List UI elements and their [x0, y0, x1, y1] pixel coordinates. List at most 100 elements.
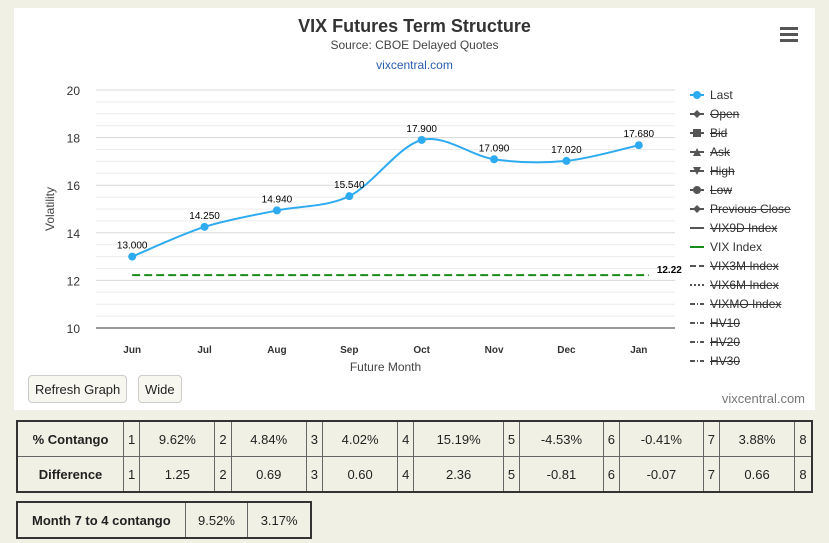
month-number: 5: [502, 456, 521, 493]
last-series-line: [131, 137, 640, 258]
data-label: 17.020: [551, 145, 582, 156]
x-tick-label: Jun: [123, 345, 141, 356]
legend-label: HV30: [710, 354, 741, 368]
y-tick-label: 14: [67, 227, 81, 241]
contango-table: % Contango 1 9.62% 2 4.84% 3 4.02% 4 15.19% 5 -4.5…: [16, 420, 813, 493]
month-number: 6: [602, 420, 621, 457]
refresh-graph-button[interactable]: Refresh Graph: [28, 375, 128, 403]
chart-subtitle: Source: CBOE Delayed Quotes: [330, 38, 499, 52]
x-tick-label: Nov: [485, 345, 504, 356]
month-number: 3: [305, 420, 324, 457]
month-number: 4: [397, 456, 415, 493]
source-link[interactable]: vixcentral.com: [376, 58, 453, 72]
legend-label: HV10: [710, 316, 741, 330]
legend-symbol-icon: [690, 110, 704, 118]
legend-label: HV20: [710, 335, 741, 349]
last-series-point: [417, 135, 426, 144]
month-number: 8: [794, 420, 813, 457]
legend-label: Last: [710, 88, 733, 102]
y-tick-label: 10: [67, 322, 81, 336]
table-row: Difference 1 1.25 2 0.69 3 0.60 4 2.36 5 -0.81 6 -0.…: [16, 456, 813, 493]
legend-symbol-icon: [690, 303, 704, 305]
month-number: 1: [122, 420, 141, 457]
table-cell: 1.25: [139, 456, 216, 493]
legend-symbol-icon: [690, 341, 704, 343]
hamburger-menu-icon[interactable]: [780, 27, 798, 42]
legend-symbol-icon: [690, 186, 704, 194]
x-tick-label: Sep: [340, 345, 358, 356]
legend-label: Open: [710, 107, 740, 121]
legend-label: High: [710, 164, 735, 178]
month-number: 4: [397, 420, 415, 457]
data-label: 17.090: [479, 143, 510, 154]
data-label: 15.540: [334, 180, 365, 191]
last-series-point: [634, 141, 643, 150]
table-cell: 4.02%: [322, 420, 399, 457]
vix-index-label: 12.22: [657, 265, 682, 276]
last-series-point: [200, 222, 209, 231]
x-tick-label: Jan: [630, 345, 647, 356]
table-cell: 9.62%: [139, 420, 216, 457]
month-number: 3: [305, 456, 324, 493]
data-label: 14.250: [189, 211, 220, 222]
row-header: Month 7 to 4 contango: [16, 501, 186, 539]
credit-text: vixcentral.com: [721, 391, 805, 406]
legend-symbol-icon: [690, 265, 704, 267]
month-number: 2: [214, 456, 232, 493]
legend-symbol-icon: [690, 167, 704, 175]
wide-button[interactable]: Wide: [138, 375, 182, 403]
y-tick-label: 16: [67, 179, 81, 193]
data-label: 17.900: [406, 124, 437, 135]
x-tick-label: Aug: [267, 345, 286, 356]
last-series-point: [490, 155, 499, 164]
table-cell: -0.81: [519, 456, 604, 493]
last-series-point: [128, 252, 137, 261]
table-cell: 2.36: [413, 456, 504, 493]
legend-symbol-icon: [690, 322, 704, 324]
table-row: Month 7 to 4 contango 9.52% 3.17%: [16, 501, 312, 539]
month-number: 5: [502, 420, 521, 457]
legend-symbol-icon: [690, 360, 704, 362]
x-tick-label: Jul: [197, 345, 212, 356]
legend-label: Bid: [710, 126, 728, 140]
legend-symbol-icon: [690, 129, 704, 137]
table-cell: 3.17%: [247, 501, 312, 539]
legend-symbol-icon: [690, 227, 704, 229]
y-tick-label: 12: [67, 274, 81, 288]
legend-symbol-icon: [690, 148, 704, 156]
month-number: 6: [602, 456, 621, 493]
month-number: 2: [214, 420, 232, 457]
month-7-to-4-table: Month 7 to 4 contango 9.52% 3.17%: [16, 501, 312, 539]
legend-symbol-icon: [690, 284, 704, 286]
legend-label: VIX Index: [710, 240, 763, 254]
plot-area: 10 12 14 16 18 20 Jun Jul Aug Sep Oct Nov Dec Jan Vola…: [43, 84, 682, 374]
legend-label: VIX9D Index: [710, 221, 778, 235]
table-cell: 0.60: [322, 456, 399, 493]
month-number: 7: [702, 420, 721, 457]
month-number: 8: [794, 456, 813, 493]
legend-label: Previous Close: [710, 202, 791, 216]
last-series-point: [272, 206, 281, 215]
y-tick-label: 20: [67, 84, 81, 98]
month-number: 1: [122, 456, 141, 493]
table-cell: -4.53%: [519, 420, 604, 457]
y-axis-label: Volatility: [43, 187, 57, 231]
last-series-point: [562, 156, 571, 165]
chart-title: VIX Futures Term Structure: [298, 16, 531, 36]
data-label: 14.940: [262, 194, 293, 205]
legend-symbol-icon: [690, 246, 704, 248]
x-tick-label: Dec: [557, 345, 576, 356]
last-series-point: [345, 192, 354, 201]
table-cell: 4.84%: [230, 420, 307, 457]
table-cell: 0.66: [719, 456, 796, 493]
legend-label: Ask: [710, 145, 731, 159]
data-label: 17.680: [624, 129, 655, 140]
legend-symbol-icon: [690, 91, 704, 99]
table-cell: 15.19%: [413, 420, 504, 457]
table-cell: -0.07: [619, 456, 704, 493]
legend-label: Low: [710, 183, 733, 197]
legend-label: VIX6M Index: [710, 278, 779, 292]
table-cell: 9.52%: [184, 501, 249, 539]
y-tick-label: 18: [67, 132, 81, 146]
table-cell: 3.88%: [719, 420, 796, 457]
